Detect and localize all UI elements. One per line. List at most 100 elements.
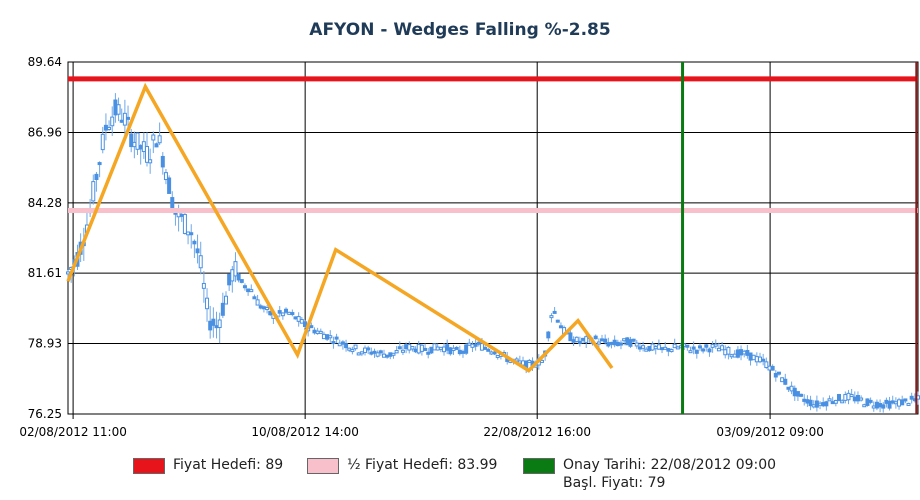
- candle-body: [239, 279, 244, 283]
- candle-body: [107, 126, 112, 131]
- candle-body: [615, 341, 620, 347]
- candle-body: [407, 344, 412, 351]
- candle-body: [776, 371, 781, 375]
- candle-body: [255, 299, 260, 306]
- candle-body: [400, 349, 405, 353]
- candle-body: [735, 349, 740, 358]
- candle-body: [631, 338, 636, 342]
- candle-body: [325, 334, 330, 340]
- y-tick-label: 84.28: [28, 196, 62, 210]
- candle-body: [211, 318, 216, 326]
- candle-body: [628, 339, 633, 347]
- candle-body: [795, 391, 800, 397]
- candle-body: [704, 344, 709, 348]
- candle-body: [296, 316, 301, 322]
- candle-body: [220, 302, 225, 316]
- y-tick-label: 89.64: [28, 55, 62, 69]
- candle-body: [732, 353, 737, 358]
- candle-body: [246, 288, 251, 293]
- candle-body: [457, 349, 462, 355]
- candle-body: [353, 344, 358, 350]
- candle-body: [233, 261, 238, 277]
- candle-body: [397, 346, 402, 350]
- y-tick-label: 86.96: [28, 125, 62, 139]
- candle-body: [464, 344, 469, 354]
- candle-body: [410, 346, 415, 350]
- legend-label-start-price: Başl. Fiyatı: 79: [563, 475, 666, 491]
- candle-body: [144, 145, 149, 163]
- candle-body: [344, 343, 349, 349]
- candle-body: [552, 310, 557, 314]
- candle-body: [906, 402, 911, 406]
- candle-body: [388, 352, 393, 357]
- candle-body: [871, 405, 876, 409]
- candle-body: [460, 350, 465, 354]
- candle-body: [363, 347, 368, 353]
- candle-body: [287, 311, 292, 315]
- candle-body: [707, 348, 712, 353]
- x-tick-label: 03/09/2012 09:00: [716, 425, 824, 439]
- candle-body: [660, 347, 665, 351]
- candle-body: [843, 394, 848, 401]
- candle-body: [198, 255, 203, 269]
- candle-body: [100, 133, 105, 151]
- candle-body: [685, 344, 690, 348]
- candle-body: [483, 346, 488, 350]
- candle-body: [138, 145, 143, 150]
- candle-body: [729, 354, 734, 358]
- candle-body: [110, 116, 115, 127]
- legend-label-half-target: ½ Fiyat Hedefi: 83.99: [347, 457, 498, 473]
- candle-body: [675, 346, 680, 350]
- candle-body: [315, 330, 320, 335]
- candle-body: [479, 343, 484, 351]
- candle-body: [558, 325, 563, 329]
- x-tick-label: 22/08/2012 16:00: [483, 425, 591, 439]
- candle-body: [849, 394, 854, 398]
- candle-body: [694, 349, 699, 354]
- candle-body: [473, 343, 478, 347]
- candle-body: [758, 356, 763, 363]
- candle-body: [252, 296, 257, 300]
- candle-body: [644, 348, 649, 352]
- chart-title: AFYON - Wedges Falling %-2.85: [309, 20, 611, 40]
- candle-body: [770, 365, 775, 371]
- x-tick-label: 02/08/2012 11:00: [19, 425, 127, 439]
- candle-body: [751, 354, 756, 361]
- candle-body: [903, 398, 908, 402]
- candle-body: [887, 400, 892, 409]
- candle-body: [716, 347, 721, 352]
- candle-body: [802, 398, 807, 402]
- candle-body: [748, 352, 753, 361]
- candle-body: [160, 155, 165, 168]
- candle-body: [688, 350, 693, 354]
- candle-body: [527, 359, 532, 363]
- candle-body: [192, 240, 197, 245]
- candle-body: [416, 343, 421, 354]
- candle-body: [701, 348, 706, 352]
- candle-body: [663, 346, 668, 350]
- candle-body: [284, 308, 289, 313]
- candle-body: [394, 349, 399, 354]
- candle-body: [293, 316, 298, 320]
- candle-body: [413, 348, 418, 353]
- candle-body: [404, 344, 409, 350]
- candle-body: [432, 343, 437, 351]
- candle-body: [726, 346, 731, 355]
- candle-body: [249, 289, 254, 293]
- candle-body: [799, 393, 804, 397]
- candle-body: [641, 345, 646, 349]
- candle-body: [656, 344, 661, 350]
- candle-body: [467, 342, 472, 346]
- candle-body: [577, 340, 582, 344]
- x-tick-label: 10/08/2012 14:00: [251, 425, 359, 439]
- candle-body: [486, 348, 491, 352]
- candle-body: [280, 312, 285, 317]
- candle-body: [119, 119, 124, 123]
- candle-body: [182, 213, 187, 234]
- candle-body: [811, 404, 816, 408]
- candle-body: [612, 339, 617, 346]
- candle-body: [859, 397, 864, 401]
- candle-body: [539, 359, 544, 363]
- candle-body: [878, 403, 883, 408]
- candle-body: [369, 351, 374, 355]
